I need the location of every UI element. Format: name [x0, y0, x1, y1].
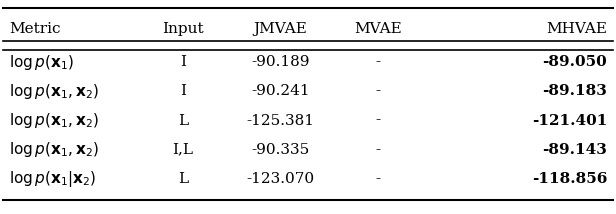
Text: -90.335: -90.335: [251, 143, 310, 157]
Text: -125.381: -125.381: [246, 114, 315, 128]
Text: -89.050: -89.050: [542, 55, 607, 69]
Text: -118.856: -118.856: [532, 172, 607, 186]
Text: -123.070: -123.070: [246, 172, 315, 186]
Text: -: -: [376, 172, 381, 186]
Text: $\log p(\mathbf{x}_1, \mathbf{x}_2)$: $\log p(\mathbf{x}_1, \mathbf{x}_2)$: [9, 82, 99, 101]
Text: $\log p(\mathbf{x}_1, \mathbf{x}_2)$: $\log p(\mathbf{x}_1, \mathbf{x}_2)$: [9, 111, 99, 130]
Text: -: -: [376, 55, 381, 69]
Text: -89.143: -89.143: [542, 143, 607, 157]
Text: -90.241: -90.241: [251, 84, 310, 98]
Text: -89.183: -89.183: [542, 84, 607, 98]
Text: Metric: Metric: [9, 22, 60, 36]
Text: -: -: [376, 143, 381, 157]
Text: Input: Input: [162, 22, 204, 36]
Text: -: -: [376, 84, 381, 98]
Text: $\log p(\mathbf{x}_1, \mathbf{x}_2)$: $\log p(\mathbf{x}_1, \mathbf{x}_2)$: [9, 140, 99, 159]
Text: L: L: [178, 114, 188, 128]
Text: MHVAE: MHVAE: [546, 22, 607, 36]
Text: I: I: [180, 55, 186, 69]
Text: JMVAE: JMVAE: [254, 22, 307, 36]
Text: $\log p(\mathbf{x}_1|\mathbf{x}_2)$: $\log p(\mathbf{x}_1|\mathbf{x}_2)$: [9, 169, 97, 189]
Text: -: -: [376, 114, 381, 128]
Text: L: L: [178, 172, 188, 186]
Text: I,L: I,L: [172, 143, 193, 157]
Text: $\log p(\mathbf{x}_1)$: $\log p(\mathbf{x}_1)$: [9, 53, 74, 72]
Text: -121.401: -121.401: [532, 114, 607, 128]
Text: -90.189: -90.189: [251, 55, 310, 69]
Text: MVAE: MVAE: [354, 22, 402, 36]
Text: I: I: [180, 84, 186, 98]
